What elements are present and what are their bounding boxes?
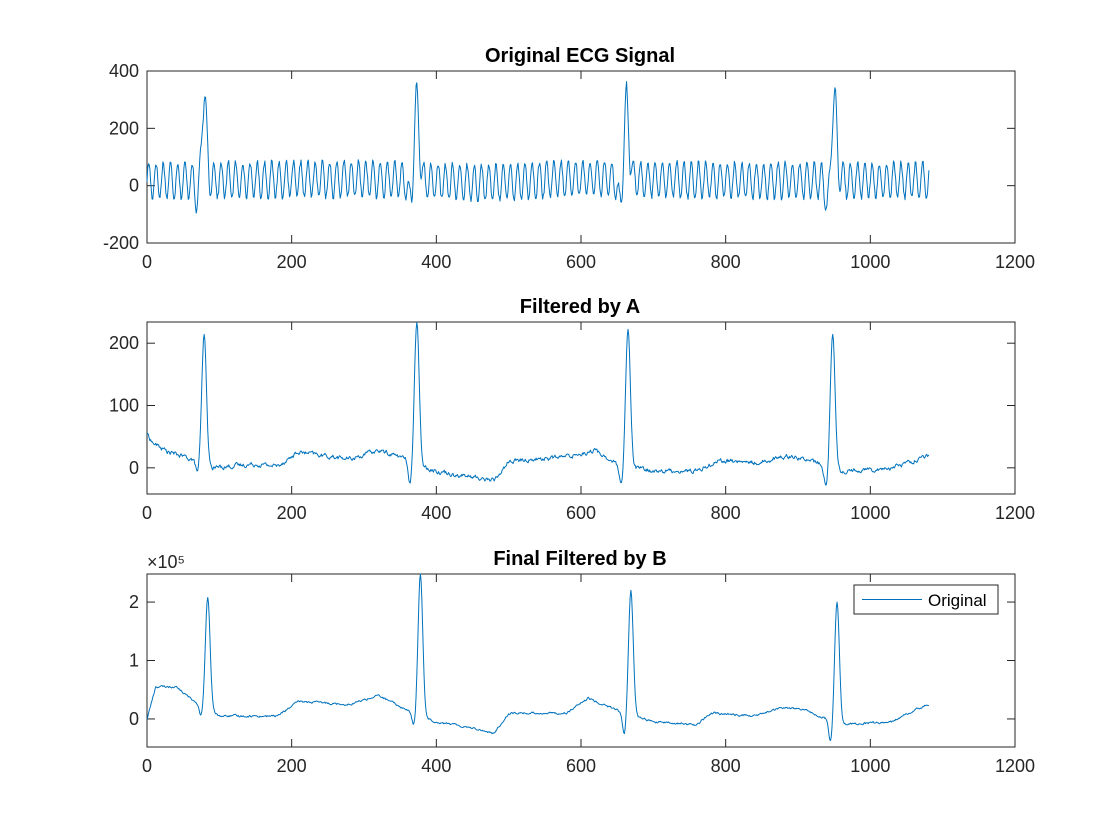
y-tick-label: 0 (129, 709, 139, 729)
x-tick-label: 1000 (850, 252, 890, 272)
exponent-label: ×10⁵ (147, 552, 185, 572)
y-tick-label: 100 (109, 396, 139, 416)
x-tick-label: 400 (421, 252, 451, 272)
legend-entry-original: Original (928, 591, 987, 610)
series-line (146, 81, 930, 214)
x-tick-label: 1000 (850, 756, 890, 776)
chart-title: Original ECG Signal (485, 45, 675, 67)
x-tick-label: 600 (566, 252, 596, 272)
y-tick-label: 2 (129, 592, 139, 612)
axes-frame (146, 321, 1016, 495)
axis-ticks: 0 200 400 600 800 1000 1200 0 100 200 (109, 322, 1035, 523)
x-tick-label: 400 (421, 756, 451, 776)
y-tick-label: 200 (109, 333, 139, 353)
x-tick-label: 800 (711, 503, 741, 523)
y-tick-label: 400 (109, 61, 139, 81)
x-tick-label: 1200 (995, 503, 1035, 523)
x-tick-label: 800 (711, 252, 741, 272)
x-tick-label: 1200 (995, 252, 1035, 272)
axis-ticks: 0 200 400 600 800 1000 1200 0 1 2 (129, 574, 1035, 776)
series-line (146, 321, 930, 486)
x-tick-label: 600 (566, 756, 596, 776)
axes-frame (146, 70, 1016, 244)
y-tick-label: 0 (129, 458, 139, 478)
x-tick-label: 800 (711, 756, 741, 776)
x-tick-label: 1000 (850, 503, 890, 523)
chart-title: Filtered by A (520, 296, 640, 318)
x-tick-label: 200 (277, 503, 307, 523)
y-tick-label: 200 (109, 118, 139, 138)
x-tick-label: 1200 (995, 756, 1035, 776)
subplot-original-ecg: Original ECG Signal 0 200 400 600 800 1000 120… (103, 45, 1035, 272)
x-tick-label: 0 (142, 252, 152, 272)
x-tick-label: 200 (277, 756, 307, 776)
x-tick-label: 400 (421, 503, 451, 523)
subplot-filtered-a: Filtered by A 0 200 400 600 800 1000 1200 0 100 2… (109, 296, 1035, 523)
x-tick-label: 200 (277, 252, 307, 272)
y-tick-label: 0 (129, 176, 139, 196)
x-tick-label: 0 (142, 756, 152, 776)
subplot-final-filtered-b: Final Filtered by B ×10⁵ 0 200 400 600 800 10… (129, 548, 1035, 776)
series-line (146, 573, 930, 742)
y-tick-label: 1 (129, 651, 139, 671)
y-tick-label: -200 (103, 233, 139, 253)
x-tick-label: 600 (566, 503, 596, 523)
legend[interactable]: Original (853, 584, 999, 615)
chart-title: Final Filtered by B (493, 548, 666, 570)
x-tick-label: 0 (142, 503, 152, 523)
